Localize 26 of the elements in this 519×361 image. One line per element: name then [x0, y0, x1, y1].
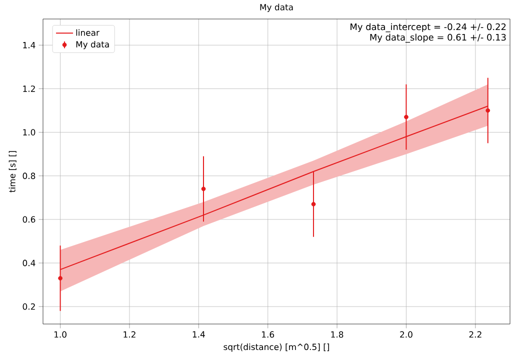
x-tick-label: 1.4: [192, 331, 205, 338]
y-tick-label: 0.4: [22, 260, 36, 266]
y-tick-label: 1.2: [23, 86, 35, 92]
annotation: My data_intercept = -0.24 +/- 0.22: [350, 23, 506, 32]
x-tick-label: 1.6: [262, 331, 274, 338]
point: [58, 276, 62, 280]
legend-label: My data: [76, 40, 109, 50]
x-tick-label: 2.0: [400, 331, 412, 338]
chart-title: My data: [260, 4, 293, 12]
x-tick-label: 1.2: [124, 331, 136, 338]
point: [404, 114, 408, 120]
x-tick-label: 1.0: [54, 331, 66, 338]
y-tick-label: 1.0: [23, 129, 36, 136]
point: [486, 108, 490, 113]
legend-label: linear: [76, 29, 100, 36]
x-tick-label: 1.8: [331, 331, 344, 338]
point: [201, 186, 206, 192]
y-tick-label: 0.2: [22, 303, 35, 310]
y-tick-label: 0.8: [22, 172, 36, 180]
x-axis-title: sqrt(distance) [m^0.5] []: [224, 344, 330, 352]
point: [311, 202, 316, 206]
x-tick-label: 2.2: [469, 331, 482, 338]
annotation: My data_slope = 0.61 +/- 0.13: [370, 34, 506, 43]
y-tick-label: 1.4: [23, 42, 36, 48]
y-tick-label: 0.6: [22, 216, 36, 223]
y-axis-title: time [s] []: [8, 151, 16, 192]
